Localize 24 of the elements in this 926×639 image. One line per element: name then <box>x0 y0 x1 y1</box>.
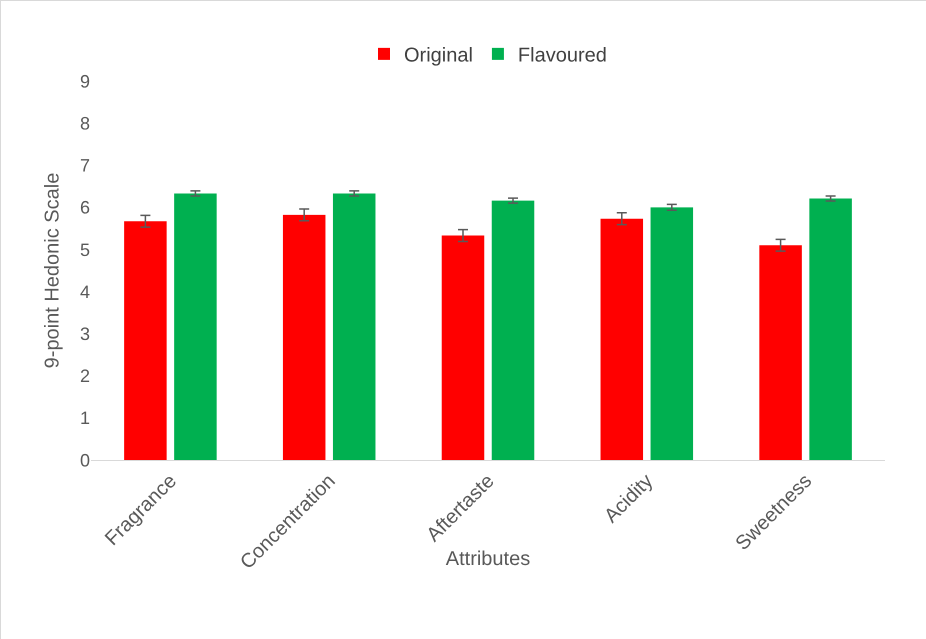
bar <box>442 236 484 460</box>
y-tick-label: 8 <box>80 113 90 134</box>
bar <box>759 245 802 460</box>
y-tick-label: 5 <box>80 240 90 260</box>
y-axis-title: 9-point Hedonic Scale <box>41 172 64 368</box>
bar <box>124 221 167 460</box>
bar <box>282 214 326 460</box>
y-tick-label: 1 <box>80 408 90 428</box>
legend-label: Flavoured <box>518 44 607 67</box>
y-tick-label: 0 <box>80 450 90 470</box>
y-tick-label: 2 <box>80 366 90 386</box>
bar <box>332 193 376 460</box>
bar <box>492 200 534 460</box>
y-tick-label: 9 <box>80 71 90 92</box>
y-tick-label: 6 <box>80 198 90 218</box>
y-tick-label: 4 <box>80 282 90 302</box>
legend-label: Original <box>404 44 473 67</box>
x-axis-title: Attributes <box>446 548 530 570</box>
bar <box>600 218 644 460</box>
bar <box>650 207 694 460</box>
y-tick-label: 7 <box>80 156 90 176</box>
y-tick-label: 3 <box>80 324 90 344</box>
bar <box>174 193 217 460</box>
bar <box>809 198 852 460</box>
